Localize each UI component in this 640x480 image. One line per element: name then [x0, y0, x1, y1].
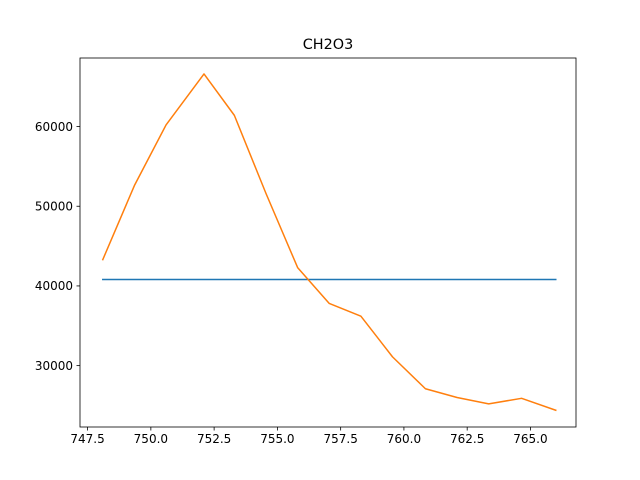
x-tick-label: 752.5: [197, 432, 231, 446]
y-axis: 30000 40000 50000 60000: [35, 120, 80, 373]
plot-frame: [79, 57, 577, 428]
y-tick-label: 60000: [35, 120, 73, 134]
series-line-2: [101, 73, 557, 412]
x-tick-label: 747.5: [70, 432, 104, 446]
x-tick-label: 762.5: [450, 432, 484, 446]
x-axis: 747.5 750.0 752.5 755.0 757.5 760.0 762.5 765.0: [70, 427, 548, 446]
x-tick-label: 757.5: [323, 432, 357, 446]
y-tick-label: 50000: [35, 200, 73, 214]
x-tick-label: 755.0: [260, 432, 294, 446]
chart-title: CH2O3: [303, 37, 354, 53]
y-tick-label: 40000: [35, 279, 73, 293]
y-tick-label: 30000: [35, 359, 73, 373]
x-tick-label: 750.0: [134, 432, 168, 446]
x-tick-label: 765.0: [513, 432, 547, 446]
series-layer: [101, 73, 557, 412]
x-tick-label: 760.0: [387, 432, 421, 446]
